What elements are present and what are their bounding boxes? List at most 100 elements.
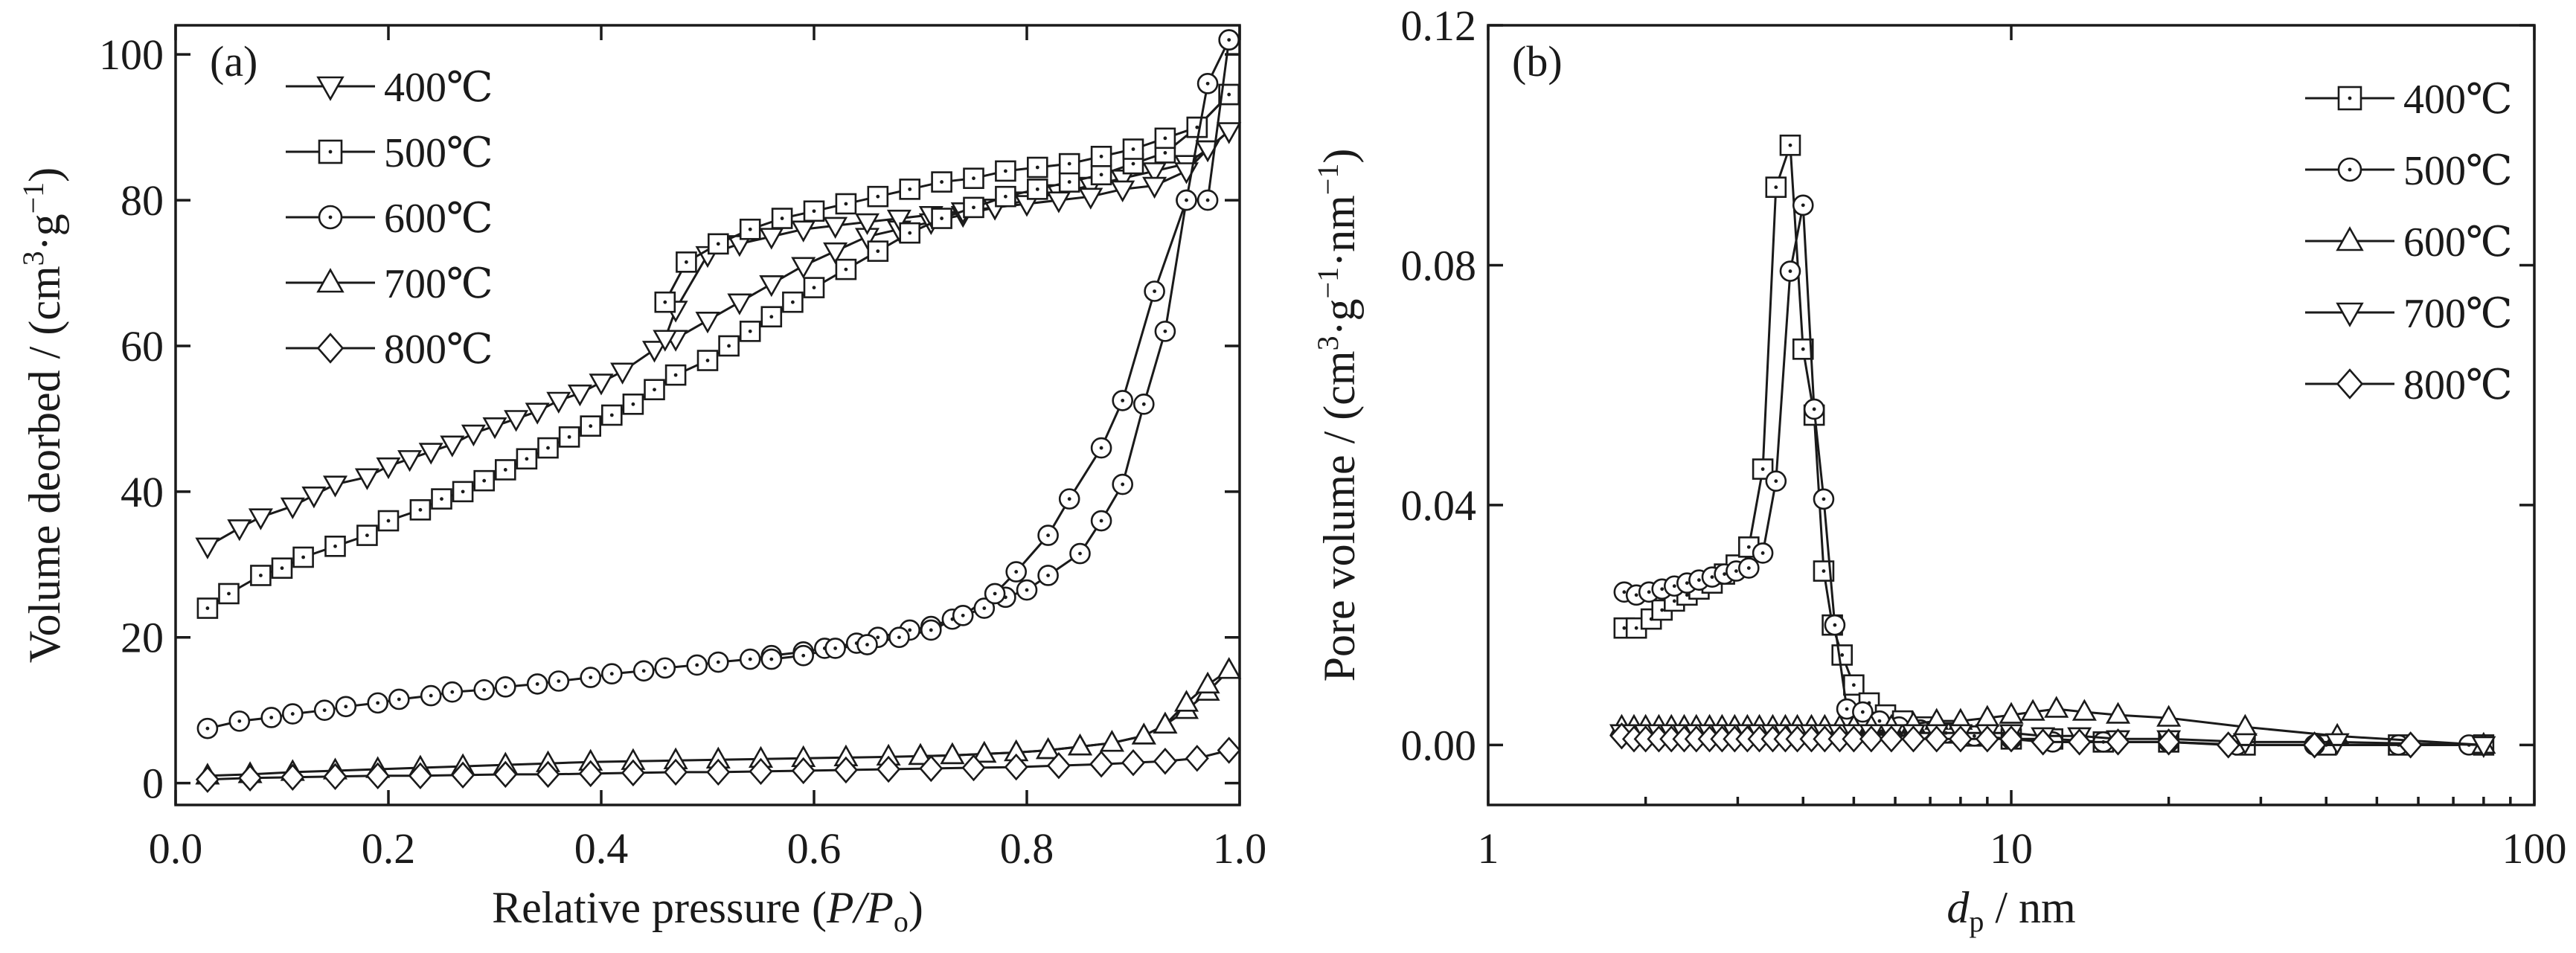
panel-a-series-600-desorption-point [920, 619, 942, 641]
panel-a-series-600-adsorption-point [420, 684, 442, 707]
panel-a-series-600-desorption-point [1144, 280, 1165, 302]
panel-a-series-400-adsorption-point [301, 487, 327, 509]
panel-a-series-500-adsorption-point [739, 321, 761, 342]
panel-a-series-500-adsorption-point [622, 394, 644, 415]
panel-a-series-500-desorption-point [963, 167, 984, 189]
panel-b-series-500-curve-point [1813, 488, 1835, 510]
panel-a-series-400-adsorption-point [641, 341, 667, 363]
panel-a-series-500-desorption-point [1027, 156, 1048, 179]
panel-a-series-600-adsorption-point [600, 663, 623, 685]
panel-b-plot-frame [1487, 24, 2536, 806]
panel-a-series-400-desorption-point [1046, 191, 1071, 214]
panel-a-y-tick-label: 0 [142, 760, 164, 808]
panel-a-legend-marker [316, 268, 345, 293]
panel-a-series-500-adsorption-point [196, 597, 219, 619]
panel-a-series-500-adsorption-point [1027, 179, 1048, 200]
panel-a-series-800-adsorption-point [1153, 748, 1177, 775]
panel-b-legend: 400℃ 500℃ 600℃ 700℃ 800℃ [2305, 77, 2513, 408]
panel-a-series-400-adsorption-point [397, 450, 423, 472]
panel-a-series-800-adsorption-point [833, 756, 858, 784]
panel-a-x-tick-label: 1.0 [1213, 824, 1267, 873]
panel-a-series-600-adsorption-point [313, 699, 336, 721]
panel-a-series-500-adsorption-point [718, 335, 740, 357]
panel-b-x-axis-label: dp / nm [1947, 883, 2075, 938]
panel-b-series-400 [1613, 134, 2495, 756]
panel-a-series-700-desorption-point [1131, 722, 1156, 745]
panel-a-series-500-adsorption-point [537, 437, 559, 459]
panel-a-series-800-adsorption-point [578, 760, 603, 788]
panel-a-series-400-desorption-point [823, 216, 848, 239]
panel-a-series-600-adsorption-point [494, 676, 516, 698]
panel-a-series-600-adsorption-point [228, 710, 251, 732]
panel-a-series-800-adsorption-point [664, 758, 688, 786]
panel-a-series-layer [195, 29, 1242, 793]
panel-a-series-400-adsorption-line [207, 129, 1230, 548]
panel-a-y-tick-label: 60 [121, 322, 164, 370]
panel-a-y-tick-label: 40 [121, 468, 164, 516]
panel-b-legend-label: 500℃ [2403, 148, 2513, 194]
panel-a-series-500-adsorption-point [516, 448, 538, 470]
panel-a-series-800-adsorption-point [1046, 751, 1071, 780]
panel-a-series-500-desorption-line [664, 93, 1230, 303]
panel-a-legend-item-400: 400℃ [286, 65, 493, 111]
panel-a-series-700-desorption-point [1036, 737, 1061, 760]
panel-a-series-500 [196, 83, 1240, 619]
panel-a-series-500-desorption-point [654, 291, 676, 313]
panel-a-series-800-adsorption-point [365, 762, 390, 790]
panel-a-series-400-adsorption-point [440, 435, 465, 458]
panel-a-series-500-adsorption-point [1090, 164, 1112, 186]
panel-a-series-800-adsorption-point [536, 760, 560, 789]
panel-a-series-800-adsorption-point [919, 754, 943, 783]
panel-a-series-500-adsorption-point [835, 258, 857, 280]
panel-a-series-400-adsorption-point [1110, 169, 1135, 192]
panel-a-series-400-adsorption-point [759, 275, 784, 298]
panel-a-legend-label: 400℃ [384, 65, 493, 111]
panel-a-series-700-desorption-point [1217, 657, 1242, 679]
panel-a-x-axis-label: Relative pressure (P/Po) [492, 883, 923, 938]
panel-a-series-500-desorption-point [676, 251, 697, 273]
panel-a-series-500-adsorption-point [931, 208, 952, 229]
panel-a-series-700-desorption-point [1099, 730, 1124, 752]
panel-a-series-700-desorption-point [972, 740, 997, 763]
panel-a-series-800-adsorption-point [877, 755, 901, 783]
panel-a-series-400-desorption-point [653, 330, 678, 352]
panel-a-series-400-desorption-point [1173, 162, 1199, 184]
panel-a-series-600-adsorption-point [388, 688, 410, 710]
panel-b-series-800-curve-point [1859, 725, 1883, 753]
panel-b-series-500-curve-point [1792, 194, 1814, 216]
panel-a-series-700-desorption-point [908, 742, 933, 766]
panel-b-series-800-curve-point [1999, 725, 2024, 753]
panel-b-series-500-curve-line [1624, 205, 2470, 746]
panel-a-y-tick-label: 80 [121, 176, 164, 225]
panel-a-series-700-desorption-point [1067, 734, 1093, 756]
panel-a-series-600-adsorption-point [1016, 579, 1038, 601]
panel-b-series-700-curve-point [2471, 736, 2496, 758]
panel-a-series-400-desorption-point [1110, 180, 1135, 202]
panel-a-series-600-adsorption-point [580, 667, 602, 688]
panel-a-series-400-adsorption-point [418, 443, 443, 465]
panel-a-series-400-adsorption-point [791, 257, 816, 279]
panel-a-x-tick-label: 0.0 [149, 824, 203, 873]
panel-a-series-400-desorption-point [886, 209, 911, 232]
panel-b-series-800-curve-point [2106, 728, 2130, 756]
panel-b-series-800-curve-point [2216, 731, 2240, 759]
panel-a-series-500-adsorption-point [377, 510, 400, 532]
panel-a: 0.0 0.2 0.4 0.6 0.8 1.0 0 20 40 60 80 100 (a) 400℃ 5… [16, 24, 1267, 938]
panel-b-legend-label: 600℃ [2403, 219, 2513, 266]
panel-a-series-600-adsorption-point [739, 648, 761, 670]
panel-a-series-500-desorption-point [931, 171, 952, 193]
panel-a-series-500-adsorption-point [356, 524, 378, 546]
panel-a-y-tick-label: 20 [121, 614, 164, 662]
panel-a-series-500-adsorption-point [271, 557, 293, 579]
panel-a-series-500-adsorption-point [867, 240, 889, 262]
panel-a-series-500-adsorption-point [803, 277, 825, 298]
panel-b-series-600-curve-point [2072, 699, 2097, 721]
panel-b-series-800-curve-point [1948, 725, 1973, 753]
panel-b-series-400-curve-point [1831, 644, 1853, 666]
panel-b-series-500-curve-point [1803, 398, 1825, 420]
panel-a-series-500-adsorption-point [963, 196, 984, 219]
panel-a-series-600-desorption-point [1058, 488, 1080, 510]
panel-a-series-800-adsorption-point [238, 764, 263, 792]
panel-a-series-500-adsorption-point [782, 291, 804, 313]
